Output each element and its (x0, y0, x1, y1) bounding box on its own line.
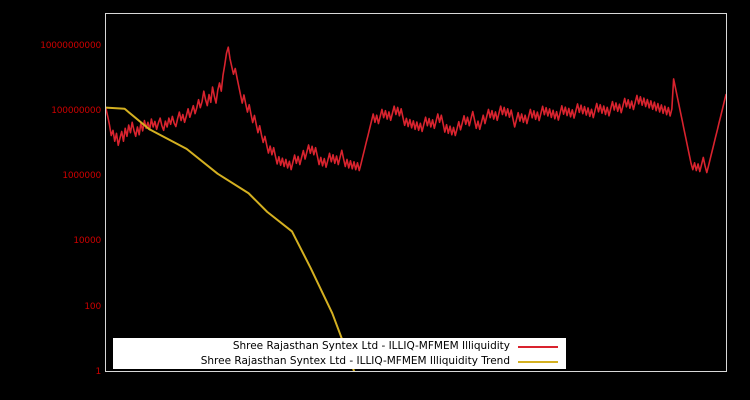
legend-label-illiquidity: Shree Rajasthan Syntex Ltd - ILLIQ-MFMEM… (232, 340, 510, 353)
legend-item-illiquidity-trend[interactable]: Shree Rajasthan Syntex Ltd - ILLIQ-MFMEM… (113, 354, 566, 369)
plot-svg (106, 46, 726, 371)
y-axis: 10000000000 100000000 1000000 10000 100 1 (0, 0, 101, 400)
y-tick-label: 1000000 (62, 171, 101, 182)
y-tick-label: 100000000 (51, 105, 101, 116)
legend-item-illiquidity[interactable]: Shree Rajasthan Syntex Ltd - ILLIQ-MFMEM… (113, 339, 566, 354)
y-tick-label: 1 (95, 367, 101, 377)
legend-label-illiquidity-trend: Shree Rajasthan Syntex Ltd - ILLIQ-MFMEM… (200, 355, 510, 368)
y-tick-label: 100 (84, 301, 101, 312)
legend-swatch-illiquidity (518, 345, 558, 348)
y-tick-label: 10000000000 (40, 40, 101, 51)
legend: Shree Rajasthan Syntex Ltd - ILLIQ-MFMEM… (113, 338, 566, 369)
y-tick-label: 10000 (73, 236, 101, 247)
plot-area (105, 13, 727, 372)
illiquidity-line (106, 46, 726, 174)
legend-swatch-illiquidity-trend (518, 360, 558, 363)
illiquidity-trend-line (106, 106, 355, 371)
